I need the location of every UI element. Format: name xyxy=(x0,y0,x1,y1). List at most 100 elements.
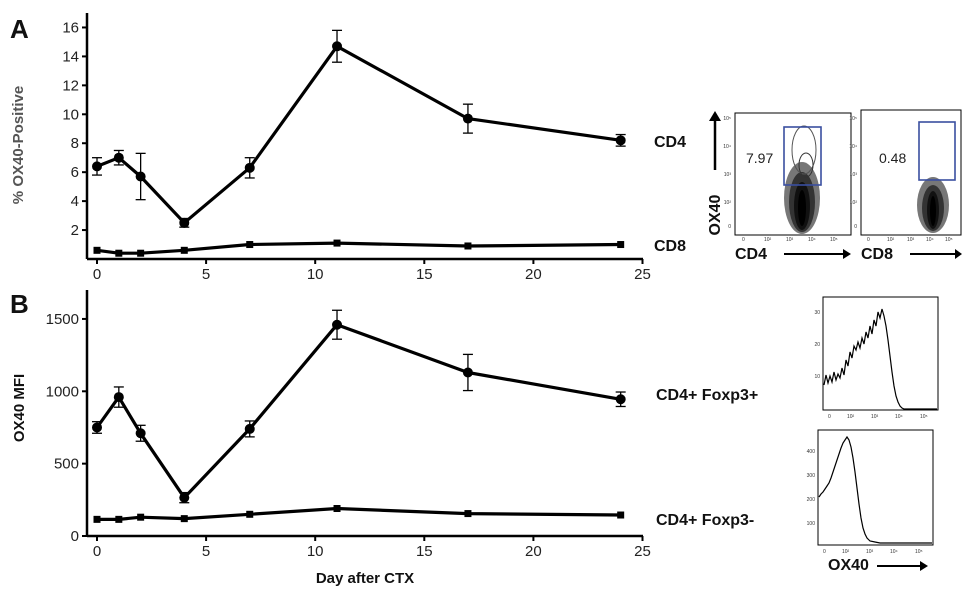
panel-a-ytick-label: 10 xyxy=(62,106,79,123)
panel-a-series-cd8-point xyxy=(617,241,625,249)
panel-a-series-cd8-point xyxy=(333,239,341,247)
histogram-1-xtick: 10³ xyxy=(871,414,879,420)
histogram-foxp3-neg: 400 300 200 100 0 10² 10³ 10⁴ 10⁵ OX40 xyxy=(807,429,934,574)
flow-plot-cd4: OX40 10⁵ 10⁴ 10³ 10² 0 0 10² 10³ 10⁴ 10⁵… xyxy=(707,111,852,263)
cd4-arrow-head xyxy=(843,249,851,259)
panel-b-series-foxp3-neg-point xyxy=(137,513,145,521)
panel-b-xtick-label: 15 xyxy=(416,543,433,560)
flow-plot-1-gate xyxy=(783,126,822,186)
panel-b-ytick-label: 1000 xyxy=(46,383,79,400)
panel-a-ytick-label: 16 xyxy=(62,19,79,36)
panel-a-series-cd4-point xyxy=(113,152,124,163)
flow-plot-1-ytick: 10⁴ xyxy=(723,144,731,150)
histogram-2-ytick: 200 xyxy=(807,497,816,503)
panel-a-ylabel: % OX40-Positive xyxy=(10,86,27,204)
panel-a-xtick-label: 0 xyxy=(93,266,101,283)
panel-b-series-foxp3-pos-point xyxy=(615,394,626,405)
histogram-1-xtick: 10⁴ xyxy=(895,414,903,420)
panel-a-ytick-label: 6 xyxy=(71,164,79,181)
panel-b-series-foxp3-neg-point xyxy=(93,515,101,523)
flow-plot-1-ytick: 10² xyxy=(724,200,732,206)
panel-a-xtick-label: 10 xyxy=(307,266,324,283)
panel-a-series-cd4-point xyxy=(135,171,146,182)
panel-b-ytick-label: 500 xyxy=(54,456,79,473)
flow-plot-2-ytick: 10³ xyxy=(850,172,858,178)
histogram-1-xtick: 10² xyxy=(847,414,855,420)
histogram-2-frame xyxy=(817,429,934,546)
panel-b-xtick-label: 0 xyxy=(93,543,101,560)
flow-plot-2-xtick: 10⁴ xyxy=(926,237,934,243)
flow-plot-2-xticks: 0 10² 10³ 10⁴ 10⁵ xyxy=(867,237,953,243)
panel-b-series-foxp3-neg-line xyxy=(97,506,621,522)
histogram-1-curve xyxy=(823,308,937,410)
flow-plot-1-xtick: 10⁴ xyxy=(808,237,816,243)
panel-b-series-foxp3-neg-point xyxy=(115,515,123,523)
panel-b-series-foxp3-pos-point xyxy=(135,428,146,439)
panel-a-ytick-label: 4 xyxy=(71,193,79,210)
flow-plot-2-xtick: 0 xyxy=(867,237,870,243)
histogram-2-yticks: 400 300 200 100 xyxy=(807,449,816,527)
histogram-1-ytick: 10 xyxy=(814,374,820,380)
histogram-2-ytick: 400 xyxy=(807,449,816,455)
panel-a-xtick-label: 15 xyxy=(416,266,433,283)
histogram-2-xlabel: OX40 xyxy=(828,557,869,574)
panel-b-series-foxp3-neg-point xyxy=(246,510,254,518)
flow-plot-cd8: 10⁵ 10⁴ 10³ 10² 0 0 10² 10³ 10⁴ 10⁵ 0.48… xyxy=(849,109,962,263)
histogram-2-xtick: 10² xyxy=(842,549,850,555)
panel-b-ytick-label: 0 xyxy=(71,528,79,545)
flow-plot-2-ytick: 10² xyxy=(850,200,858,206)
panel-b-series-foxp3-pos-point xyxy=(179,492,190,503)
series-label-foxp3-neg: CD4+ Foxp3- xyxy=(656,512,754,529)
histogram-2-ytick: 100 xyxy=(807,521,816,527)
panel-a-series-cd4-point xyxy=(179,217,190,228)
series-label-foxp3-pos: CD4+ Foxp3+ xyxy=(656,387,758,404)
panel-b-xtick-label: 20 xyxy=(525,543,542,560)
panel-a-series-cd4-point xyxy=(92,161,102,172)
panel-a-ytick-label: 2 xyxy=(71,222,79,239)
flow-plot-1-ytick: 10⁵ xyxy=(723,116,731,122)
panel-a-series-cd4-point xyxy=(462,113,473,124)
histogram-1-xticks: 0 10² 10³ 10⁴ 10⁵ xyxy=(828,414,928,420)
flow-plot-1-xtick: 0 xyxy=(742,237,745,243)
panel-a-letter: A xyxy=(10,14,29,44)
ox40-x-arrow-head xyxy=(920,561,928,571)
panel-a-series-cd4-line xyxy=(96,44,621,225)
flow-plot-2-contour xyxy=(917,177,949,233)
panel-a-series-cd8-point xyxy=(115,249,123,257)
panel-b-xlabel: Day after CTX xyxy=(316,570,414,587)
flow-plot-1-contour xyxy=(784,125,820,234)
panel-a-series-cd4-point xyxy=(244,162,255,173)
histogram-1-ytick: 30 xyxy=(814,310,820,316)
panel-b-ylabel: OX40 MFI xyxy=(11,374,28,442)
flow-plot-1-xtick: 10² xyxy=(764,237,772,243)
flow-plot-2-yticks: 10⁵ 10⁴ 10³ 10² 0 xyxy=(849,116,857,230)
panel-b-series-foxp3-pos-point xyxy=(244,423,255,434)
panel-a-xtick-label: 20 xyxy=(525,266,542,283)
histogram-1-xtick: 0 xyxy=(828,414,831,420)
histogram-2-xtick: 10⁵ xyxy=(915,549,923,555)
panel-b-series-foxp3-pos-point xyxy=(462,367,473,378)
flow-plot-1-ytick: 0 xyxy=(728,224,731,230)
panel-a-series-cd8-line xyxy=(96,241,621,255)
flow-plot-1-gate-value: 7.97 xyxy=(746,150,773,166)
flow-xlabel-cd8: CD8 xyxy=(861,246,893,263)
histogram-foxp3-pos: 30 20 10 0 10² 10³ 10⁴ 10⁵ xyxy=(814,296,939,420)
series-label-cd4: CD4 xyxy=(654,134,686,151)
histogram-2-xticks: 0 10² 10³ 10⁴ 10⁵ xyxy=(823,549,923,555)
flow-plot-2-ytick: 0 xyxy=(854,224,857,230)
panel-b-letter: B xyxy=(10,289,29,319)
panel-a-series-cd4-point xyxy=(332,41,343,52)
flow-plot-1-xtick: 10⁵ xyxy=(830,237,838,243)
panel-a-series-cd8-point xyxy=(464,242,472,250)
flow-plot-1-xticks: 0 10² 10³ 10⁴ 10⁵ xyxy=(742,237,838,243)
panel-b-series-foxp3-pos-line xyxy=(95,323,621,500)
panel-b-series-foxp3-neg-point xyxy=(333,505,341,513)
panel-a-series-cd8-point xyxy=(93,246,101,254)
panel-b-series-foxp3-pos-point xyxy=(332,319,343,330)
panel-b-plot: 0 500 1000 1500 0 5 10 15 20 25 xyxy=(46,290,651,560)
ox40-arrow-head xyxy=(709,111,721,121)
panel-a-series-cd4-point xyxy=(615,135,626,146)
histogram-2-xtick: 10⁴ xyxy=(890,549,898,555)
series-label-cd8: CD8 xyxy=(654,238,686,255)
